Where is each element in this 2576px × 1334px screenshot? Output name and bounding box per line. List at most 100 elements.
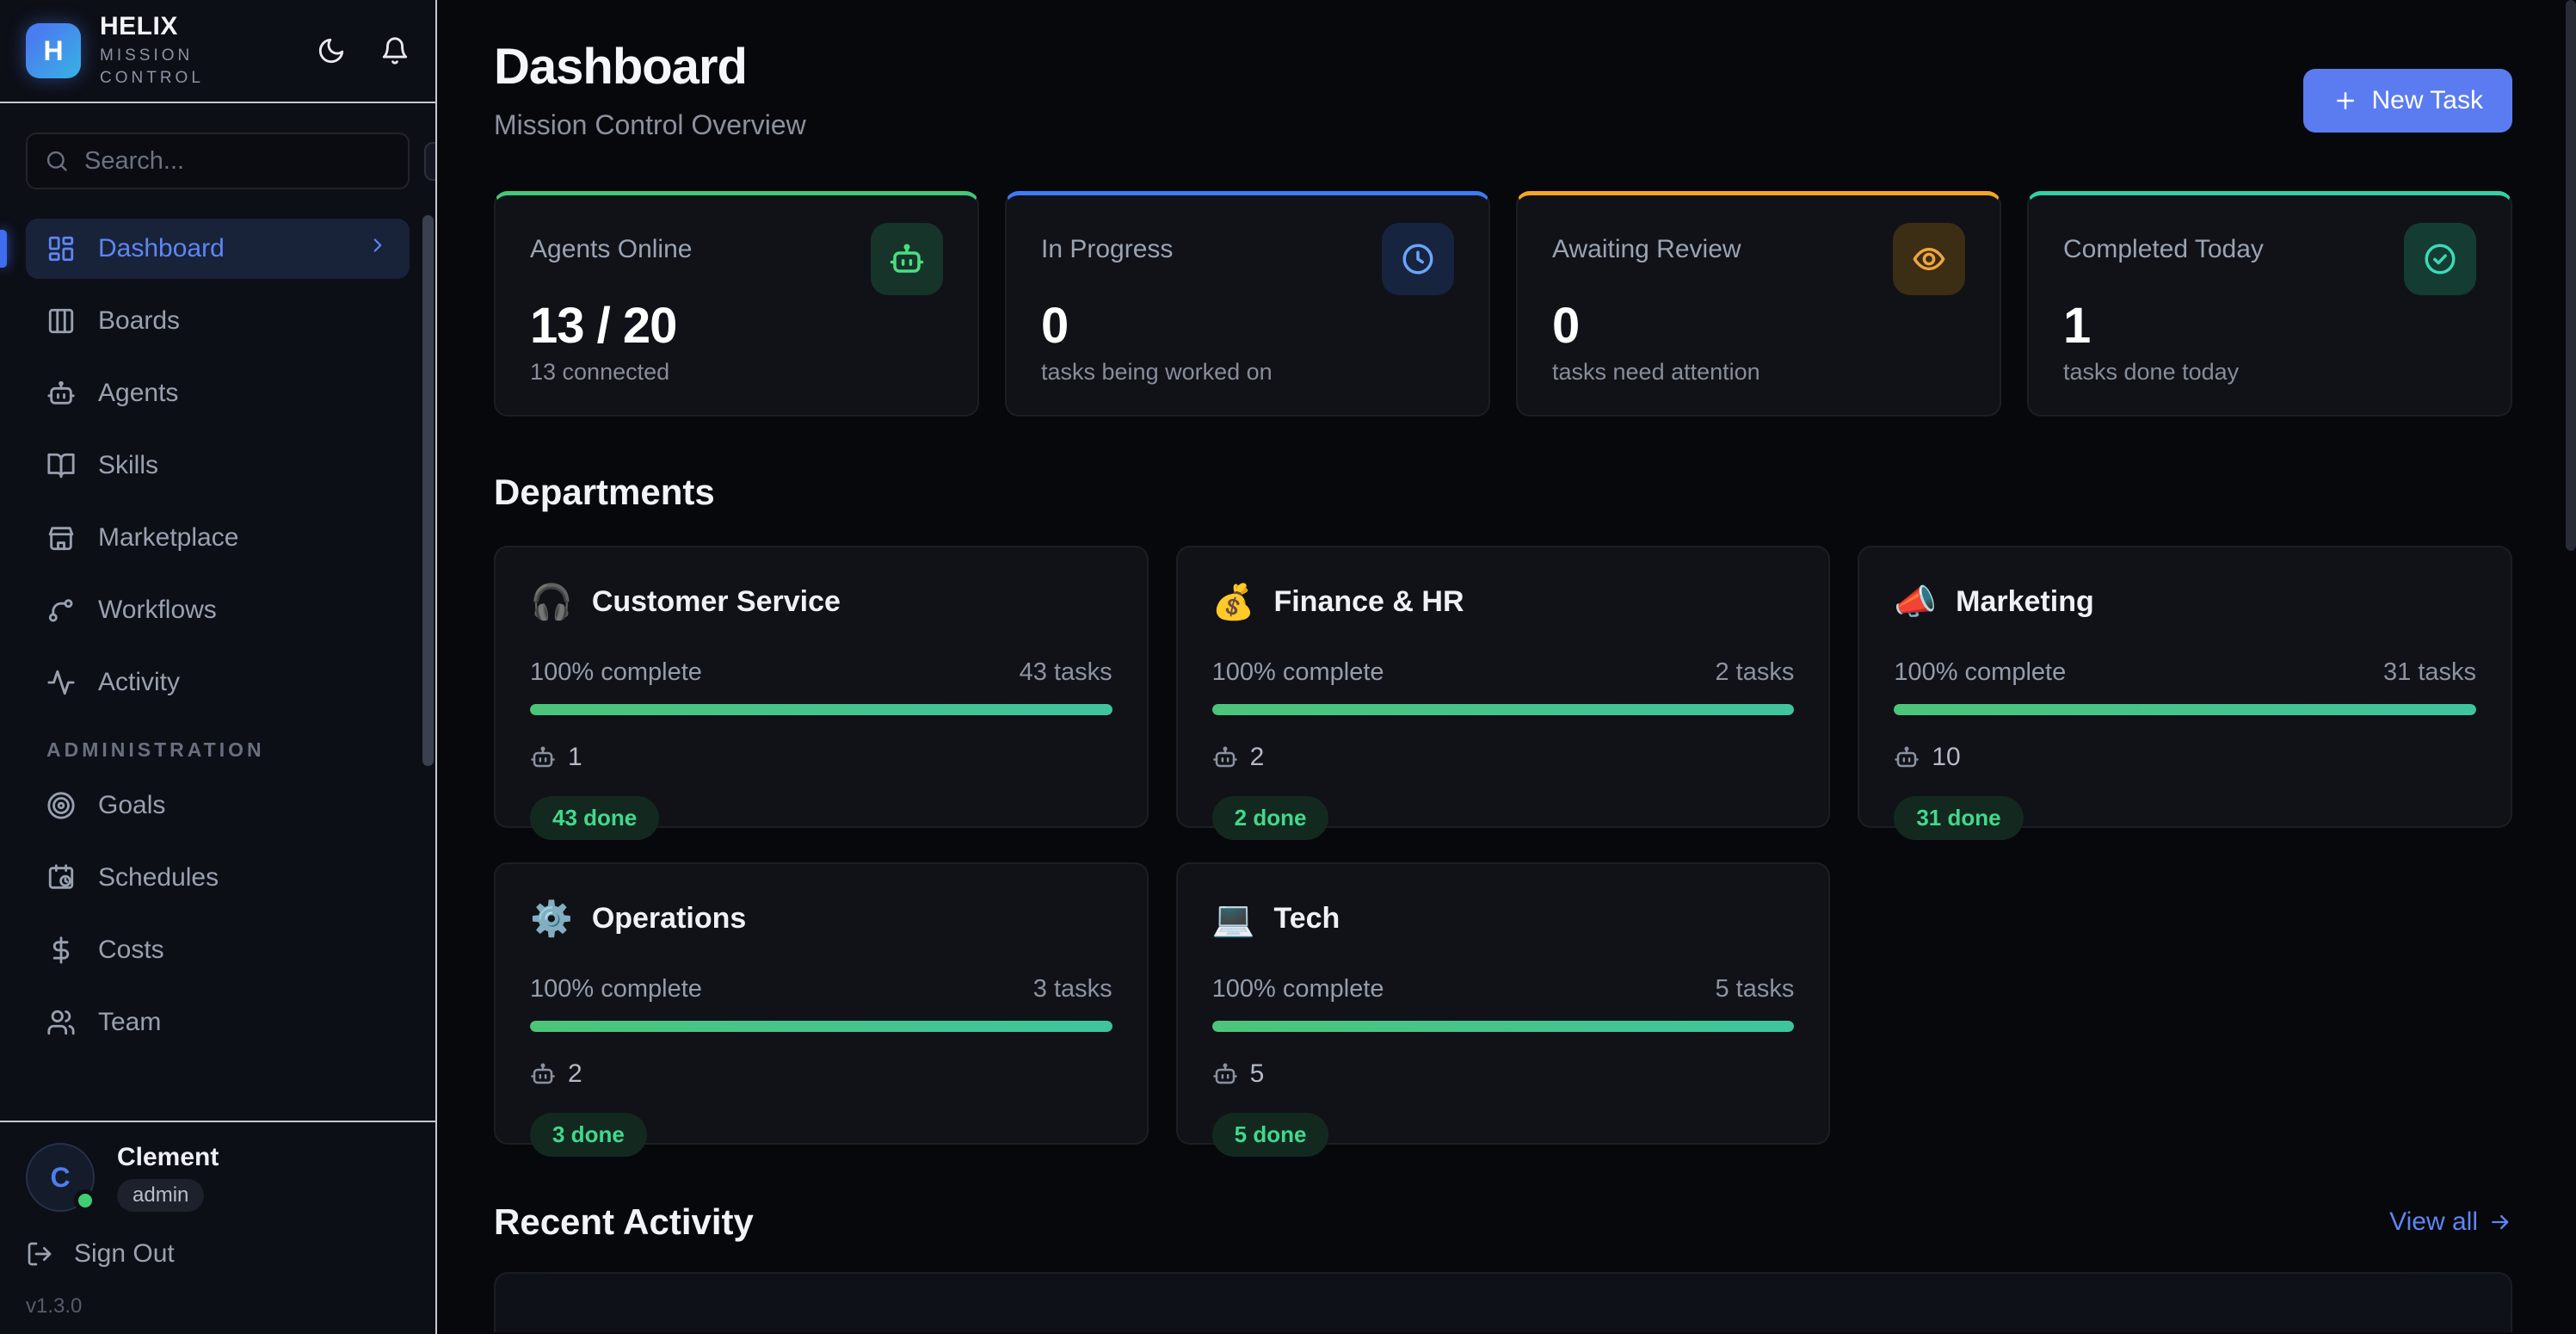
main-content: Dashboard Mission Control Overview New T… <box>437 0 2576 1334</box>
done-badge: 3 done <box>530 1113 647 1157</box>
progress-bar <box>1894 704 2476 715</box>
page-scrollbar-thumb[interactable] <box>2566 0 2576 551</box>
sidebar: H HELIX MISSION CONTROL ⌘K Dashboard <box>0 0 437 1334</box>
columns-icon <box>48 308 74 334</box>
sidebar-item-schedules[interactable]: Schedules <box>26 848 410 908</box>
progress-bar <box>1211 704 1795 715</box>
dept-header: ⚙️ Operations <box>530 899 1112 939</box>
sign-out-label: Sign Out <box>74 1239 175 1268</box>
sidebar-item-team[interactable]: Team <box>26 992 410 1053</box>
sidebar-item-costs[interactable]: Costs <box>26 920 410 980</box>
sidebar-item-marketplace[interactable]: Marketplace <box>26 508 410 568</box>
stat-value: 0 <box>1041 298 1069 354</box>
check-circle-icon <box>2425 244 2456 275</box>
user-profile[interactable]: C Clement admin <box>26 1143 410 1212</box>
activity-pulse-icon <box>47 670 75 695</box>
chevron-right-icon <box>367 234 389 263</box>
progress-bar-fill <box>1894 704 2476 715</box>
view-all-link[interactable]: View all <box>2389 1207 2512 1237</box>
sign-out-button[interactable]: Sign Out <box>26 1239 410 1269</box>
dept-agent-count: 2 <box>1212 743 1795 772</box>
stat-card-in-progress: In Progress 0 tasks being worked on <box>1005 191 1490 417</box>
money-bag-emoji-icon: 💰 <box>1211 583 1255 622</box>
agent-count-value: 2 <box>568 1059 582 1088</box>
dept-tasks-label: 31 tasks <box>2383 658 2476 686</box>
sidebar-item-label: Boards <box>98 306 181 335</box>
agent-count-value: 2 <box>1249 743 1265 771</box>
dept-header: 💰 Finance & HR <box>1212 582 1795 622</box>
sidebar-header: H HELIX MISSION CONTROL <box>0 0 435 103</box>
gear-emoji-icon: ⚙️ <box>530 899 573 939</box>
department-card-tech[interactable]: 💻 Tech 100% complete 5 tasks 5 5 done <box>1175 862 1831 1157</box>
page-title-block: Dashboard Mission Control Overview <box>494 38 806 141</box>
dept-header: 💻 Tech <box>1212 899 1795 939</box>
stats-row: Agents Online 13 / 20 13 connected In Pr… <box>494 191 2512 417</box>
bot-icon <box>890 244 924 273</box>
sidebar-item-goals[interactable]: Goals <box>26 775 410 836</box>
dept-agent-count: 1 <box>530 743 1112 772</box>
target-icon <box>47 792 75 819</box>
sidebar-item-workflows[interactable]: Workflows <box>26 580 410 640</box>
sidebar-item-skills[interactable]: Skills <box>26 435 410 496</box>
sidebar-item-boards[interactable]: Boards <box>26 291 410 351</box>
stat-label: Agents Online <box>530 235 693 263</box>
app-name: HELIX <box>100 12 178 41</box>
sidebar-item-activity[interactable]: Activity <box>26 652 410 713</box>
sidebar-item-label: Marketplace <box>98 523 239 552</box>
header-icons <box>317 36 410 65</box>
sidebar-item-label: Dashboard <box>98 234 225 262</box>
stat-top: Awaiting Review <box>1552 223 1965 295</box>
dept-agent-count: 5 <box>1212 1059 1795 1089</box>
dept-meta: 100% complete 43 tasks <box>530 658 1112 687</box>
done-badge: 31 done <box>1894 796 2024 840</box>
megaphone-emoji-icon: 📣 <box>1894 583 1938 622</box>
stat-icon-chip <box>871 223 943 295</box>
dollar-icon <box>52 936 70 964</box>
done-badge: 2 done <box>1211 796 1329 840</box>
recent-activity-card <box>494 1272 2512 1332</box>
dept-tasks-label: 2 tasks <box>1715 658 1795 686</box>
administration-section-label: ADMINISTRATION <box>46 738 265 761</box>
moon-icon[interactable] <box>317 36 346 65</box>
stat-icon-chip <box>1893 223 1965 295</box>
dept-complete-label: 100% complete <box>1894 658 2067 686</box>
department-card-finance-hr[interactable]: 💰 Finance & HR 100% complete 2 tasks 2 2… <box>1175 546 1831 840</box>
stat-subtext: 13 connected <box>530 359 670 385</box>
page-subtitle: Mission Control Overview <box>494 109 806 140</box>
sidebar-nav: Dashboard Boards Agents Skills <box>0 219 410 1053</box>
dept-tasks-label: 43 tasks <box>1019 658 1112 686</box>
stat-value: 0 <box>1552 298 1580 354</box>
search-input[interactable] <box>84 146 409 176</box>
bot-icon <box>1212 1063 1237 1084</box>
sidebar-body: ⌘K Dashboard Boards Agents <box>0 103 435 1121</box>
sidebar-item-agents[interactable]: Agents <box>26 363 410 423</box>
stat-value: 1 <box>2063 298 2091 354</box>
department-card-marketing[interactable]: 📣 Marketing 100% complete 31 tasks 10 31… <box>1858 546 2512 840</box>
department-card-customer-service[interactable]: 🎧 Customer Service 100% complete 43 task… <box>494 546 1149 840</box>
sidebar-item-label: Costs <box>98 936 164 964</box>
agent-count-value: 1 <box>568 743 582 771</box>
online-status-dot <box>74 1189 96 1212</box>
view-all-label: View all <box>2389 1207 2478 1236</box>
sidebar-item-dashboard[interactable]: Dashboard <box>0 219 410 279</box>
dept-name: Operations <box>591 902 747 935</box>
user-role-badge: admin <box>117 1179 205 1212</box>
stat-subtext: tasks need attention <box>1552 359 1760 385</box>
department-card-operations[interactable]: ⚙️ Operations 100% complete 3 tasks 2 3 … <box>494 862 1149 1157</box>
progress-bar <box>1211 1021 1795 1032</box>
dept-agent-count: 10 <box>1894 743 2476 772</box>
bot-icon <box>47 380 75 405</box>
dept-complete-label: 100% complete <box>530 658 702 686</box>
laptop-emoji-icon: 💻 <box>1211 899 1255 939</box>
bot-icon <box>1212 746 1237 768</box>
dept-complete-label: 100% complete <box>1211 658 1384 686</box>
stat-card-awaiting-review: Awaiting Review 0 tasks need attention <box>1516 191 2001 417</box>
search-box[interactable]: ⌘K <box>26 133 435 189</box>
stat-card-completed-today: Completed Today 1 tasks done today <box>2027 191 2512 417</box>
new-task-button[interactable]: New Task <box>2302 69 2512 133</box>
bell-icon[interactable] <box>380 36 410 65</box>
progress-bar-fill <box>530 704 1112 715</box>
search-shortcut-kbd: ⌘K <box>424 141 435 181</box>
sidebar-scrollbar-thumb[interactable] <box>422 215 434 766</box>
